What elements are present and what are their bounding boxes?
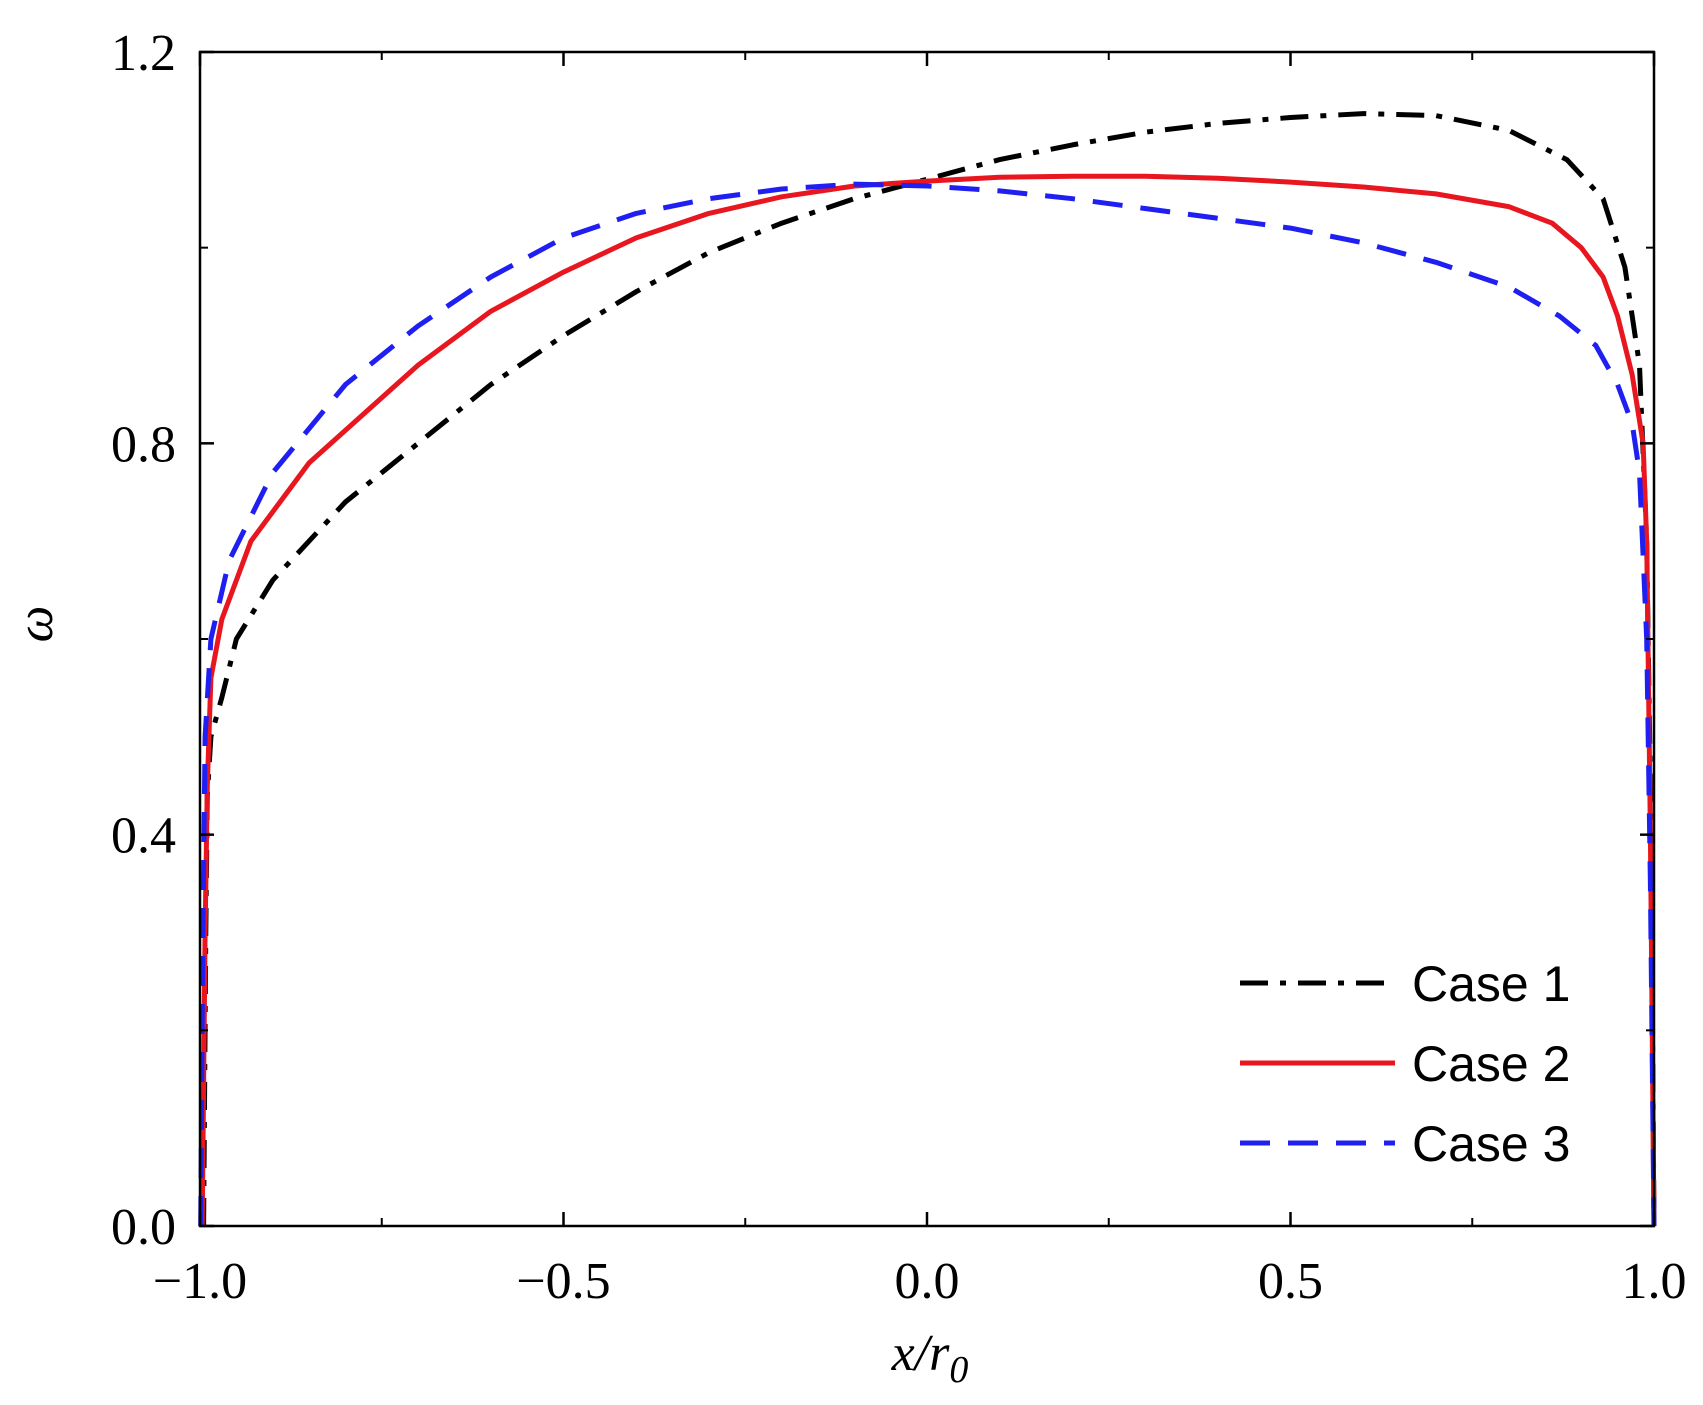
y-tick-label: 0.0	[111, 1199, 176, 1256]
y-tick-label: 1.2	[111, 25, 176, 82]
y-tick-label: 0.8	[111, 416, 176, 473]
legend-label-2: Case 2	[1412, 1036, 1570, 1092]
legend-label-3: Case 3	[1412, 1116, 1570, 1172]
x-tick-label: 0.5	[1258, 1253, 1323, 1310]
x-axis-title-subscript: 0	[949, 1349, 968, 1391]
x-axis-title-main: x/r	[891, 1325, 951, 1382]
tick-labels-layer: −1.0 −0.5 0.0 0.5 1.0 0.0 0.4 0.8 1.2	[111, 25, 1687, 1310]
x-tick-label: −1.0	[153, 1253, 247, 1310]
x-tick-label: −0.5	[516, 1253, 610, 1310]
legend: Case 1 Case 2 Case 3	[1240, 956, 1570, 1172]
legend-label-1: Case 1	[1412, 956, 1570, 1012]
series-line-1	[201, 111, 1657, 1227]
series-layer	[198, 111, 1657, 1227]
x-axis-title: x/r0	[891, 1325, 969, 1391]
series-line-3	[198, 181, 1657, 1227]
series-line-2	[199, 173, 1657, 1227]
x-tick-label: 0.0	[895, 1253, 960, 1310]
x-tick-label: 1.0	[1622, 1253, 1687, 1310]
y-tick-label: 0.4	[111, 808, 176, 865]
y-axis-title: ω	[7, 606, 64, 643]
ticks-layer	[198, 50, 1656, 1228]
